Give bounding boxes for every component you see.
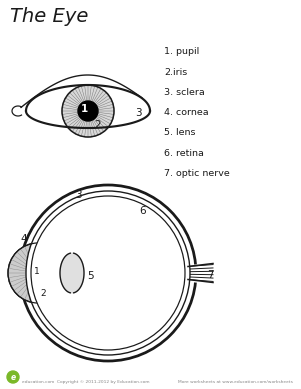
Text: 7: 7 xyxy=(207,270,213,280)
Circle shape xyxy=(62,85,114,137)
Circle shape xyxy=(31,196,185,350)
Circle shape xyxy=(8,243,68,303)
Circle shape xyxy=(78,101,98,121)
Circle shape xyxy=(32,197,184,349)
Polygon shape xyxy=(26,85,150,128)
Text: 2: 2 xyxy=(95,120,101,130)
Text: 4: 4 xyxy=(21,234,27,244)
Text: education.com  Copyright © 2011-2012 by Education.com: education.com Copyright © 2011-2012 by E… xyxy=(22,380,150,384)
Text: 5. lens: 5. lens xyxy=(164,128,196,137)
Text: e: e xyxy=(11,373,16,382)
Text: 1: 1 xyxy=(34,266,40,275)
Text: 3: 3 xyxy=(135,108,141,118)
Text: 2: 2 xyxy=(40,289,46,298)
Text: 7. optic nerve: 7. optic nerve xyxy=(164,169,230,178)
Text: 4. cornea: 4. cornea xyxy=(164,108,209,117)
Circle shape xyxy=(34,269,42,277)
Text: 6: 6 xyxy=(140,206,146,216)
Circle shape xyxy=(26,191,190,355)
Circle shape xyxy=(7,371,19,383)
Text: 6. retina: 6. retina xyxy=(164,149,204,158)
Text: The Eye: The Eye xyxy=(10,7,88,26)
Polygon shape xyxy=(60,253,84,293)
Text: 2.iris: 2.iris xyxy=(164,68,187,77)
Text: 1: 1 xyxy=(80,104,88,114)
Text: 1. pupil: 1. pupil xyxy=(164,47,199,56)
Text: 5: 5 xyxy=(87,271,93,281)
Text: 3. sclera: 3. sclera xyxy=(164,88,205,97)
Text: More worksheets at www.education.com/worksheets: More worksheets at www.education.com/wor… xyxy=(178,380,293,384)
Text: 3: 3 xyxy=(75,190,81,200)
Circle shape xyxy=(30,265,46,281)
